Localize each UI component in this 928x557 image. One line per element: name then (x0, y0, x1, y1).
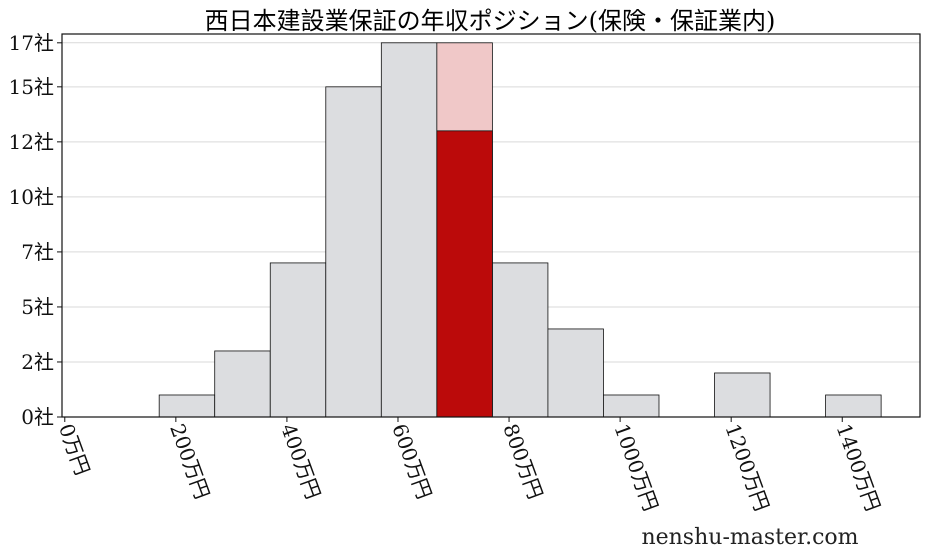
x-tick-label: 1200万円 (720, 421, 774, 515)
y-tick-label: 12社 (9, 130, 54, 154)
y-tick-label: 0社 (21, 405, 54, 429)
histogram-bar (825, 394, 882, 418)
bars (158, 42, 882, 418)
x-axis: 0万円 200万円 400万円 600万円 800万円 1000万円 1200万円 1400万… (54, 417, 885, 514)
x-tick-label: 1000万円 (609, 421, 663, 515)
x-tick-label: 800万円 (498, 421, 547, 503)
histogram-bar (603, 394, 660, 418)
y-axis: 0社 2社 5社 7社 10社 12社 15社 17社 (9, 31, 62, 429)
histogram-bar (325, 86, 382, 418)
x-tick-label: 200万円 (165, 421, 214, 503)
plot-frame (61, 33, 921, 418)
chart-title: 西日本建設業保証の年収ポジション(保険・保証業内) (205, 7, 776, 35)
histogram-bar (269, 262, 327, 418)
y-tick-label: 17社 (9, 31, 54, 55)
histogram-bar (158, 394, 216, 418)
x-tick-label: 1400万円 (832, 421, 886, 515)
y-tick-label: 2社 (21, 350, 54, 374)
histogram-bar (380, 42, 438, 418)
histogram-bar (491, 262, 549, 418)
histogram-bar (547, 328, 604, 418)
y-tick-label: 10社 (9, 185, 54, 209)
x-tick-label: 600万円 (387, 421, 436, 503)
watermark-text: nenshu-master.com (641, 525, 858, 550)
y-tick-label: 7社 (21, 240, 54, 264)
y-tick-label: 15社 (9, 75, 54, 99)
histogram-bar (714, 372, 771, 418)
y-tick-label: 5社 (21, 295, 54, 319)
x-tick-label: 400万円 (276, 421, 325, 503)
histogram-bar (214, 350, 271, 418)
x-tick-label: 0万円 (54, 421, 95, 479)
highlight-bar (436, 130, 493, 418)
